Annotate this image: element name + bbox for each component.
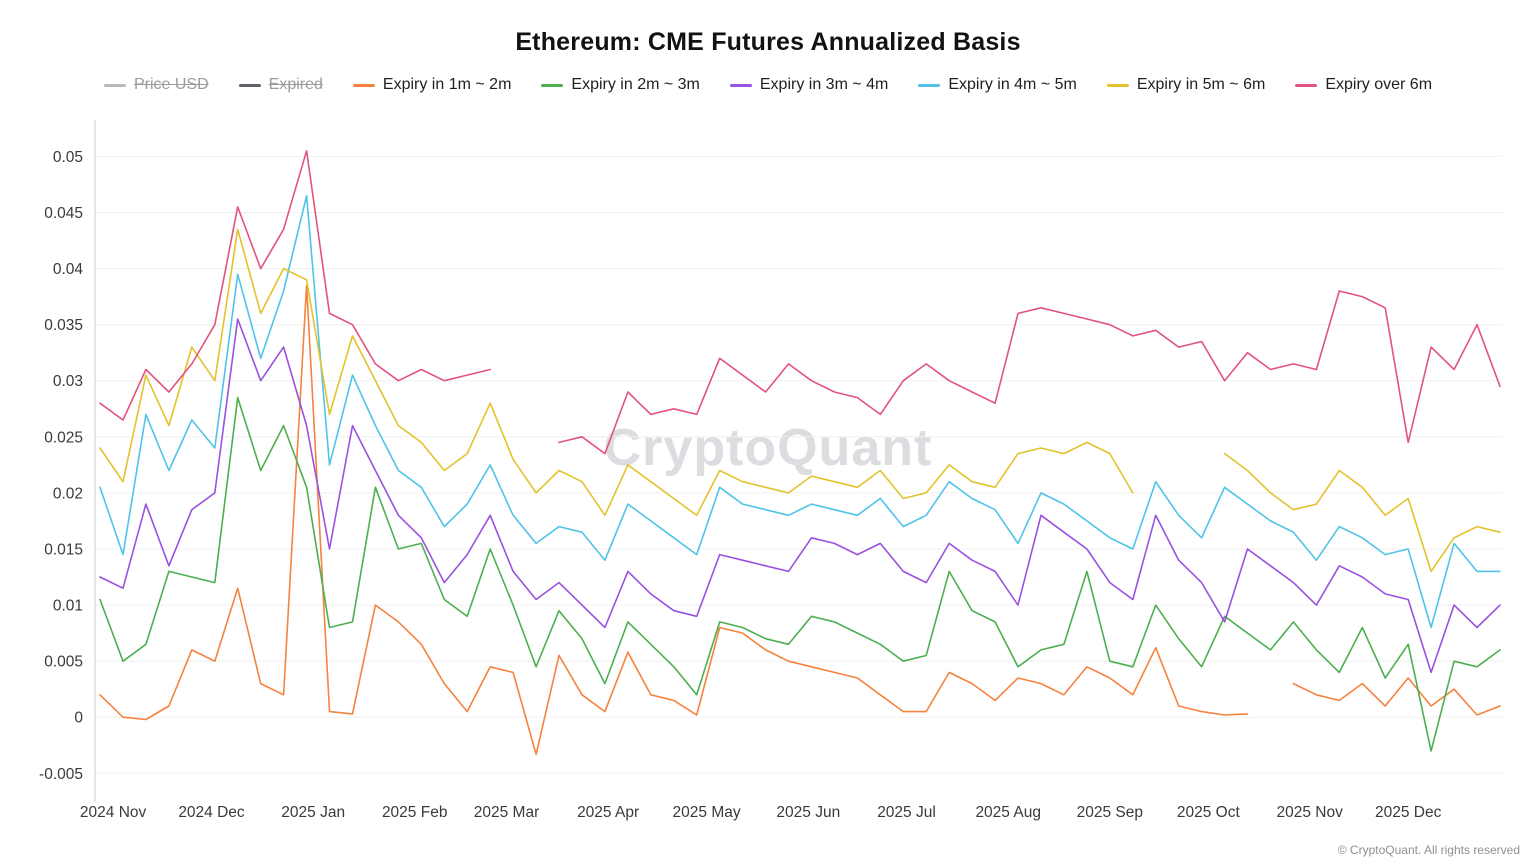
copyright: © CryptoQuant. All rights reserved — [1337, 843, 1520, 857]
series-line-expiry-in-2m-3m — [99, 396, 1501, 752]
x-axis-tick-label: 2025 Apr — [577, 804, 639, 821]
legend-marker-expiry-in-3m-4m — [729, 83, 752, 87]
y-axis-tick-label: 0.03 — [53, 373, 83, 390]
x-axis-tick-label: 2025 Feb — [382, 804, 448, 821]
x-axis-tick-label: 2025 Jul — [877, 804, 936, 821]
legend-marker-expiry-in-5m-6m — [1106, 83, 1129, 87]
y-axis-tick-label: 0.025 — [44, 429, 83, 446]
legend-label: Expiry in 4m ~ 5m — [948, 76, 1077, 93]
x-axis-tick-label: 2025 Mar — [474, 804, 539, 821]
x-axis-tick-label: 2025 Sep — [1077, 804, 1143, 821]
x-axis-tick-label: 2025 Jun — [776, 804, 840, 821]
watermark: CryptoQuant — [603, 419, 933, 477]
y-axis-tick-label: -0.005 — [39, 766, 83, 783]
legend-marker-expiry-over-6m — [1295, 83, 1318, 87]
y-axis-tick-label: 0.02 — [53, 485, 83, 502]
legend-marker-price-usd — [103, 83, 126, 87]
legend-item-expiry-in-4m-5m[interactable]: Expiry in 4m ~ 5m — [918, 76, 1077, 94]
legend-label: Price USD — [133, 76, 209, 93]
legend-label: Expiry in 3m ~ 4m — [759, 76, 889, 93]
legend-label: Expiry in 1m ~ 2m — [382, 76, 512, 93]
legend-item-expiry-in-5m-6m[interactable]: Expiry in 5m ~ 6m — [1106, 76, 1266, 94]
y-axis-tick-label: 0.04 — [53, 261, 84, 278]
series-line-expiry-over-6m — [99, 150, 1501, 455]
y-axis-tick-label: 0.05 — [53, 149, 83, 166]
x-axis-tick-label: 2025 Dec — [1375, 804, 1442, 821]
legend-item-expired[interactable]: Expired — [238, 76, 323, 94]
series-line-expiry-in-5m-6m — [99, 228, 1501, 573]
y-axis-tick-label: 0.045 — [44, 205, 83, 222]
legend: Price USD Expired Expiry in 1m ~ 2m Expiry … — [0, 76, 1536, 94]
y-axis-tick-label: 0.005 — [44, 654, 83, 671]
legend-label: Expiry over 6m — [1325, 76, 1433, 93]
legend-item-expiry-in-1m-2m[interactable]: Expiry in 1m ~ 2m — [352, 76, 512, 94]
x-axis-tick-label: 2024 Dec — [178, 804, 245, 821]
x-axis-tick-label: 2025 Oct — [1177, 804, 1241, 821]
y-axis-tick-label: 0 — [74, 710, 83, 727]
chart-title: Ethereum: CME Futures Annualized Basis — [515, 28, 1021, 56]
y-axis-tick-label: 0.015 — [44, 542, 83, 559]
series-line-expiry-in-4m-5m — [99, 194, 1501, 629]
legend-label: Expired — [268, 76, 323, 93]
x-axis-tick-label: 2025 Aug — [975, 804, 1041, 821]
legend-label: Expiry in 2m ~ 3m — [571, 76, 700, 93]
y-axis-tick-label: 0.035 — [44, 317, 83, 334]
x-axis-tick-label: 2025 Jan — [281, 804, 345, 821]
x-axis-tick-label: 2024 Nov — [80, 804, 147, 821]
legend-marker-expiry-in-4m-5m — [918, 83, 941, 87]
x-axis-tick-label: 2025 Nov — [1277, 804, 1344, 821]
legend-marker-expiry-in-1m-2m — [352, 83, 375, 87]
legend-item-expiry-in-3m-4m[interactable]: Expiry in 3m ~ 4m — [729, 76, 889, 94]
y-axis-tick-label: 0.01 — [53, 598, 83, 615]
legend-marker-expired — [238, 83, 261, 87]
series-line-expiry-in-3m-4m — [99, 318, 1501, 674]
x-axis-tick-label: 2025 May — [673, 804, 741, 821]
legend-marker-expiry-in-2m-3m — [541, 83, 564, 87]
series-line-expiry-in-1m-2m — [99, 284, 1501, 756]
legend-item-expiry-in-2m-3m[interactable]: Expiry in 2m ~ 3m — [541, 76, 700, 94]
legend-item-price-usd[interactable]: Price USD — [103, 76, 209, 94]
legend-item-expiry-over-6m[interactable]: Expiry over 6m — [1295, 76, 1432, 94]
legend-label: Expiry in 5m ~ 6m — [1136, 76, 1266, 93]
